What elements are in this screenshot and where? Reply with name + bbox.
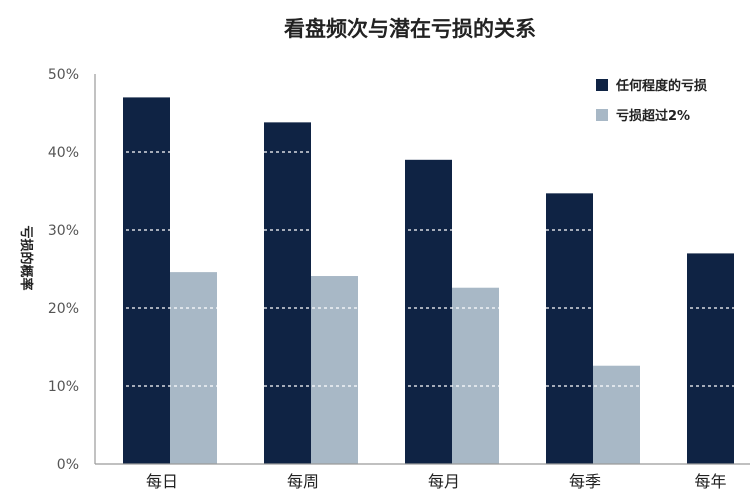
bar-series1-cat3	[593, 365, 640, 464]
x-tick-label-4: 每年	[694, 472, 726, 491]
legend-swatch-any-loss	[596, 79, 608, 91]
legend-label-loss-over-2pct: 亏损超过2%	[616, 108, 690, 124]
x-tick-label-2: 每月	[428, 472, 460, 491]
grid-lines	[96, 151, 750, 387]
y-tick-label-3: 30%	[48, 223, 79, 239]
y-tick-label-2: 20%	[48, 301, 79, 317]
chart-title: 看盘频次与潜在亏损的关系	[284, 17, 536, 41]
x-tick-label-0: 每日	[146, 472, 178, 491]
legend: 任何程度的亏损 亏损超过2%	[596, 78, 707, 124]
bar-series0-cat1	[264, 122, 311, 465]
y-tick-label-1: 10%	[48, 379, 79, 395]
x-tick-label-3: 每季	[569, 472, 601, 491]
bar-series0-cat0	[123, 97, 170, 465]
y-axis-label: 亏损的概率	[18, 225, 34, 290]
legend-swatch-loss-over-2pct	[596, 109, 608, 121]
y-tick-label-0: 0%	[57, 457, 79, 473]
bar-series0-cat4	[687, 253, 734, 464]
legend-label-any-loss: 任何程度的亏损	[615, 78, 707, 94]
y-tick-label-5: 50%	[48, 67, 79, 83]
y-ticks: 0% 10% 20% 30% 40% 50%	[48, 67, 79, 473]
bar-series1-cat0	[170, 272, 217, 464]
x-tick-labels: 每日 每周 每月 每季 每年	[146, 472, 727, 491]
bar-series0-cat2	[405, 159, 452, 465]
bar-series1-cat2	[452, 287, 499, 464]
bars-group	[123, 97, 734, 465]
bar-series0-cat3	[546, 193, 593, 464]
bar-series1-cat1	[311, 276, 358, 464]
x-tick-label-1: 每周	[287, 472, 319, 491]
y-tick-label-4: 40%	[48, 145, 79, 161]
